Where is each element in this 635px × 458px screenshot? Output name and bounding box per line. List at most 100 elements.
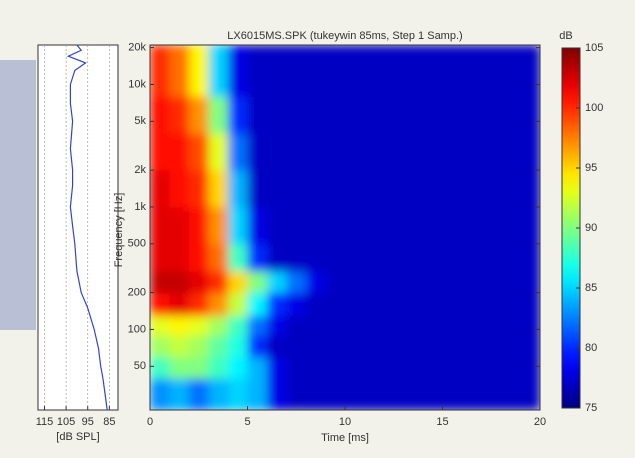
heat-cell	[403, 170, 424, 208]
heat-cell	[462, 206, 482, 245]
heat-cell	[423, 133, 443, 171]
spl-axis-label: [dB SPL]	[56, 431, 99, 443]
heat-cell	[423, 243, 443, 272]
heat-cell	[384, 271, 404, 294]
heat-cell	[267, 378, 287, 410]
heat-cell	[247, 96, 268, 134]
heat-cell	[228, 378, 248, 410]
heat-cell	[325, 335, 346, 358]
heat-cell	[403, 335, 424, 358]
heat-cell	[384, 45, 404, 97]
heat-cell	[150, 378, 170, 410]
heat-cell	[208, 315, 229, 336]
heat-cell	[462, 378, 482, 410]
heat-cell	[325, 292, 346, 316]
heat-cell	[462, 133, 482, 171]
heat-cell	[423, 356, 443, 379]
heat-cell	[228, 45, 248, 97]
heat-cell	[150, 243, 170, 272]
y-tick-label: 1k	[134, 201, 146, 213]
heat-cell	[520, 96, 540, 134]
heat-cell	[306, 133, 326, 171]
x-tick-label: 15	[436, 416, 448, 428]
heat-cell	[247, 206, 268, 245]
heat-cell	[228, 356, 248, 379]
heat-cell	[423, 206, 443, 245]
colorbar-tick-label: 100	[585, 102, 603, 114]
heat-cell	[228, 292, 248, 316]
heat-cell	[364, 206, 385, 245]
heat-cell	[423, 315, 443, 336]
heat-cell	[267, 96, 287, 134]
heat-cell	[267, 170, 287, 208]
heat-cell	[462, 356, 482, 379]
heat-cell	[286, 45, 307, 97]
heat-cell	[501, 356, 521, 379]
heat-cell	[325, 206, 346, 245]
heat-cell	[169, 335, 190, 358]
heat-cell	[345, 292, 365, 316]
heat-cell	[403, 315, 424, 336]
heat-cell	[208, 243, 229, 272]
heat-cell	[325, 45, 346, 97]
heat-cell	[423, 335, 443, 358]
y-tick-label: 10k	[128, 78, 146, 90]
heat-cell	[267, 315, 287, 336]
heat-cell	[267, 133, 287, 171]
heat-cell	[501, 170, 521, 208]
heat-cell	[247, 133, 268, 171]
heat-cell	[169, 315, 190, 336]
heat-cell	[208, 378, 229, 410]
heat-cell	[306, 206, 326, 245]
heat-cell	[520, 335, 540, 358]
heat-cell	[462, 315, 482, 336]
heat-cell	[267, 45, 287, 97]
heat-cell	[169, 243, 190, 272]
heat-cell	[345, 335, 365, 358]
heat-cell	[247, 243, 268, 272]
heat-cell	[481, 45, 502, 97]
heat-cell	[520, 170, 540, 208]
heat-cell	[150, 206, 170, 245]
x-tick-label: 105	[57, 416, 75, 428]
heat-cell	[169, 356, 190, 379]
heat-cell	[481, 315, 502, 336]
heat-cell	[150, 356, 170, 379]
heat-cell	[364, 292, 385, 316]
heat-cell	[501, 378, 521, 410]
heat-cell	[384, 96, 404, 134]
heat-cell	[364, 378, 385, 410]
heat-cell	[286, 315, 307, 336]
heat-cell	[442, 271, 463, 294]
colorbar-label: dB	[559, 30, 572, 42]
heat-cell	[169, 133, 190, 171]
colorbar-tick-label: 90	[585, 222, 597, 234]
heat-cell	[345, 315, 365, 336]
heat-cell	[481, 335, 502, 358]
heat-cell	[442, 356, 463, 379]
heat-cell	[520, 315, 540, 336]
x-tick-label: 20	[534, 416, 546, 428]
y-axis-label: Frequency [Hz]	[113, 193, 125, 268]
heat-cell	[208, 45, 229, 97]
heat-cell	[286, 96, 307, 134]
heat-cell	[169, 45, 190, 97]
x-tick-label: 0	[147, 416, 153, 428]
scan-band	[0, 60, 36, 330]
heat-cell	[403, 378, 424, 410]
heat-cell	[384, 133, 404, 171]
heat-cell	[267, 292, 287, 316]
heatmap-cells	[150, 45, 540, 410]
x-axis-label: Time [ms]	[321, 432, 369, 444]
heat-cell	[228, 96, 248, 134]
heat-cell	[384, 315, 404, 336]
y-tick-label: 200	[128, 286, 146, 298]
heat-cell	[306, 243, 326, 272]
x-tick-label: 115	[36, 416, 54, 428]
heat-cell	[247, 378, 268, 410]
heat-cell	[501, 243, 521, 272]
heat-cell	[325, 243, 346, 272]
heat-cell	[325, 170, 346, 208]
heat-cell	[462, 271, 482, 294]
